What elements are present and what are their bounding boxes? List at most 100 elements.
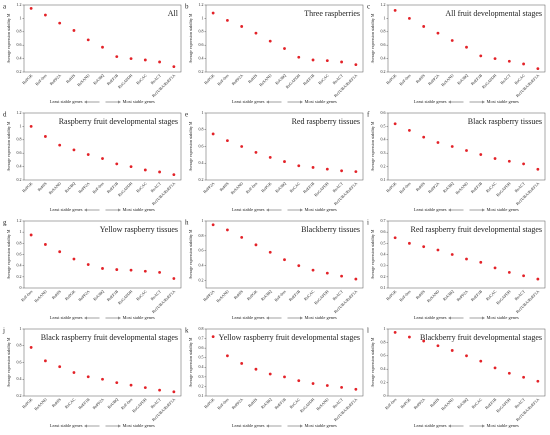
y-tick-label: 0 [384, 393, 386, 398]
data-point [240, 145, 244, 148]
x-tick-label: RuACT [149, 72, 162, 85]
y-tick-label: 0 [20, 285, 22, 290]
panel: a All Average expression stability M 0.2 0.4… [3, 2, 182, 104]
y-tick-label: 0.2 [199, 69, 204, 74]
data-point [507, 159, 511, 163]
x-tick-label: RuACT [149, 180, 162, 193]
y-tick-label: 0.2 [381, 380, 386, 385]
y-tick-label: 0.4 [381, 56, 386, 61]
y-tick-label: 0.4 [199, 263, 204, 268]
plot-frame [205, 4, 364, 73]
x-tick-label: RuSAND [315, 397, 330, 412]
data-point [211, 132, 215, 136]
data-point [101, 45, 104, 49]
x-tick-label: RuPGK [203, 397, 216, 410]
x-tick-label: RuSAND [440, 397, 455, 412]
data-point [297, 55, 301, 59]
y-tick-label: 0.2 [199, 177, 204, 182]
y-axis-label: Average expression stability M [188, 13, 193, 63]
data-point [72, 148, 76, 152]
data-point [283, 258, 286, 262]
x-tick-label: RuCAC [485, 289, 498, 302]
x-tick-label: RuGAPDH [481, 73, 498, 90]
panel-letter: l [367, 327, 369, 335]
y-tick-label: 0.5 [381, 240, 386, 245]
annotation: Least stable genes [414, 315, 447, 320]
y-tick-label: 0.8 [17, 343, 22, 348]
data-point [393, 330, 397, 334]
panel-letter: e [185, 111, 188, 119]
data-point [226, 354, 229, 358]
y-tick-label: 0.4 [199, 364, 204, 369]
x-tick-label: RuEF1B [470, 181, 484, 195]
panel-letter: d [3, 111, 7, 119]
x-tick-label: RuF-box [216, 397, 230, 411]
data-point [311, 166, 315, 169]
y-tick-label: 1 [202, 218, 204, 223]
data-point [536, 277, 540, 281]
panel-title: All fruit developmental stages [445, 9, 542, 18]
y-tick-label: 0.2 [199, 383, 204, 388]
annotation: Most stable genes [487, 99, 519, 104]
x-tick-label: RuSAND [230, 181, 245, 196]
data-point [129, 57, 133, 60]
data-point [522, 162, 525, 166]
panel: d Raspberry fruit developmental stages Ave… [3, 110, 182, 212]
x-tick-label: RuCAC [288, 397, 301, 410]
x-tick-label: RuEF1B [470, 289, 484, 303]
annotation: Least stable genes [50, 99, 83, 104]
data-point [479, 153, 483, 156]
data-point [479, 359, 483, 363]
x-tick-label: RuUBQ [456, 73, 469, 86]
plot-frame [387, 112, 546, 181]
y-tick-label: 0.1 [381, 177, 386, 182]
x-tick-label: RuEF1B [273, 397, 287, 411]
x-tick-label: RuGAPDH [131, 397, 148, 414]
y-axis-label: Average expression stability M [6, 13, 11, 63]
data-point [422, 135, 426, 139]
data-point [58, 21, 62, 25]
data-point [422, 339, 426, 343]
y-tick-label: 0.5 [381, 123, 386, 128]
data-point [408, 129, 411, 132]
data-point [507, 270, 511, 274]
data-point [268, 39, 272, 43]
x-tick-label: RuHIS [415, 289, 426, 300]
y-tick-label: 0.4 [17, 164, 22, 169]
data-point [436, 31, 440, 35]
x-tick-label: RuHIS [65, 73, 76, 84]
y-tick-label: 0.3 [381, 263, 386, 268]
panel-title: Yellow raspberry fruit developmental sta… [219, 333, 360, 342]
panel-title: Yellow raspberry tissues [100, 225, 178, 234]
annotation: Least stable genes [414, 423, 447, 428]
x-tick-label: RuSAND [215, 289, 230, 304]
panel-title: Three raspberries [304, 9, 360, 18]
y-tick-label: 0.8 [17, 137, 22, 142]
x-tick-label: RuPP2A [202, 289, 216, 303]
x-tick-label: RuPGK [385, 181, 398, 194]
y-axis-label: Average expression stability M [188, 121, 193, 171]
x-tick-label: RuSAND [440, 73, 455, 88]
x-tick-label: RuCAC [64, 397, 77, 410]
y-axis-label: Average expression stability M [370, 121, 375, 171]
x-tick-label: RuPGK [246, 289, 259, 302]
panel-letter: a [3, 3, 7, 11]
data-point [86, 153, 90, 156]
y-axis-label: Average expression stability M [370, 13, 375, 63]
y-tick-label: 0.8 [199, 326, 204, 331]
x-tick-label: RuUBQ [63, 181, 76, 194]
y-tick-label: 0.4 [17, 56, 22, 61]
y-tick-label: 1 [384, 326, 386, 331]
data-point [493, 157, 497, 160]
data-point [325, 271, 329, 275]
x-tick-label: RuEF1B [77, 397, 91, 411]
y-tick-label: 0.6 [381, 110, 386, 115]
x-tick-label: RuACT [513, 396, 526, 409]
data-point [172, 173, 176, 177]
data-point [29, 125, 33, 128]
data-point [226, 139, 229, 143]
x-tick-label: RuHIS [247, 397, 258, 408]
x-tick-label: RuUBQ [260, 289, 273, 302]
data-point [311, 382, 315, 385]
